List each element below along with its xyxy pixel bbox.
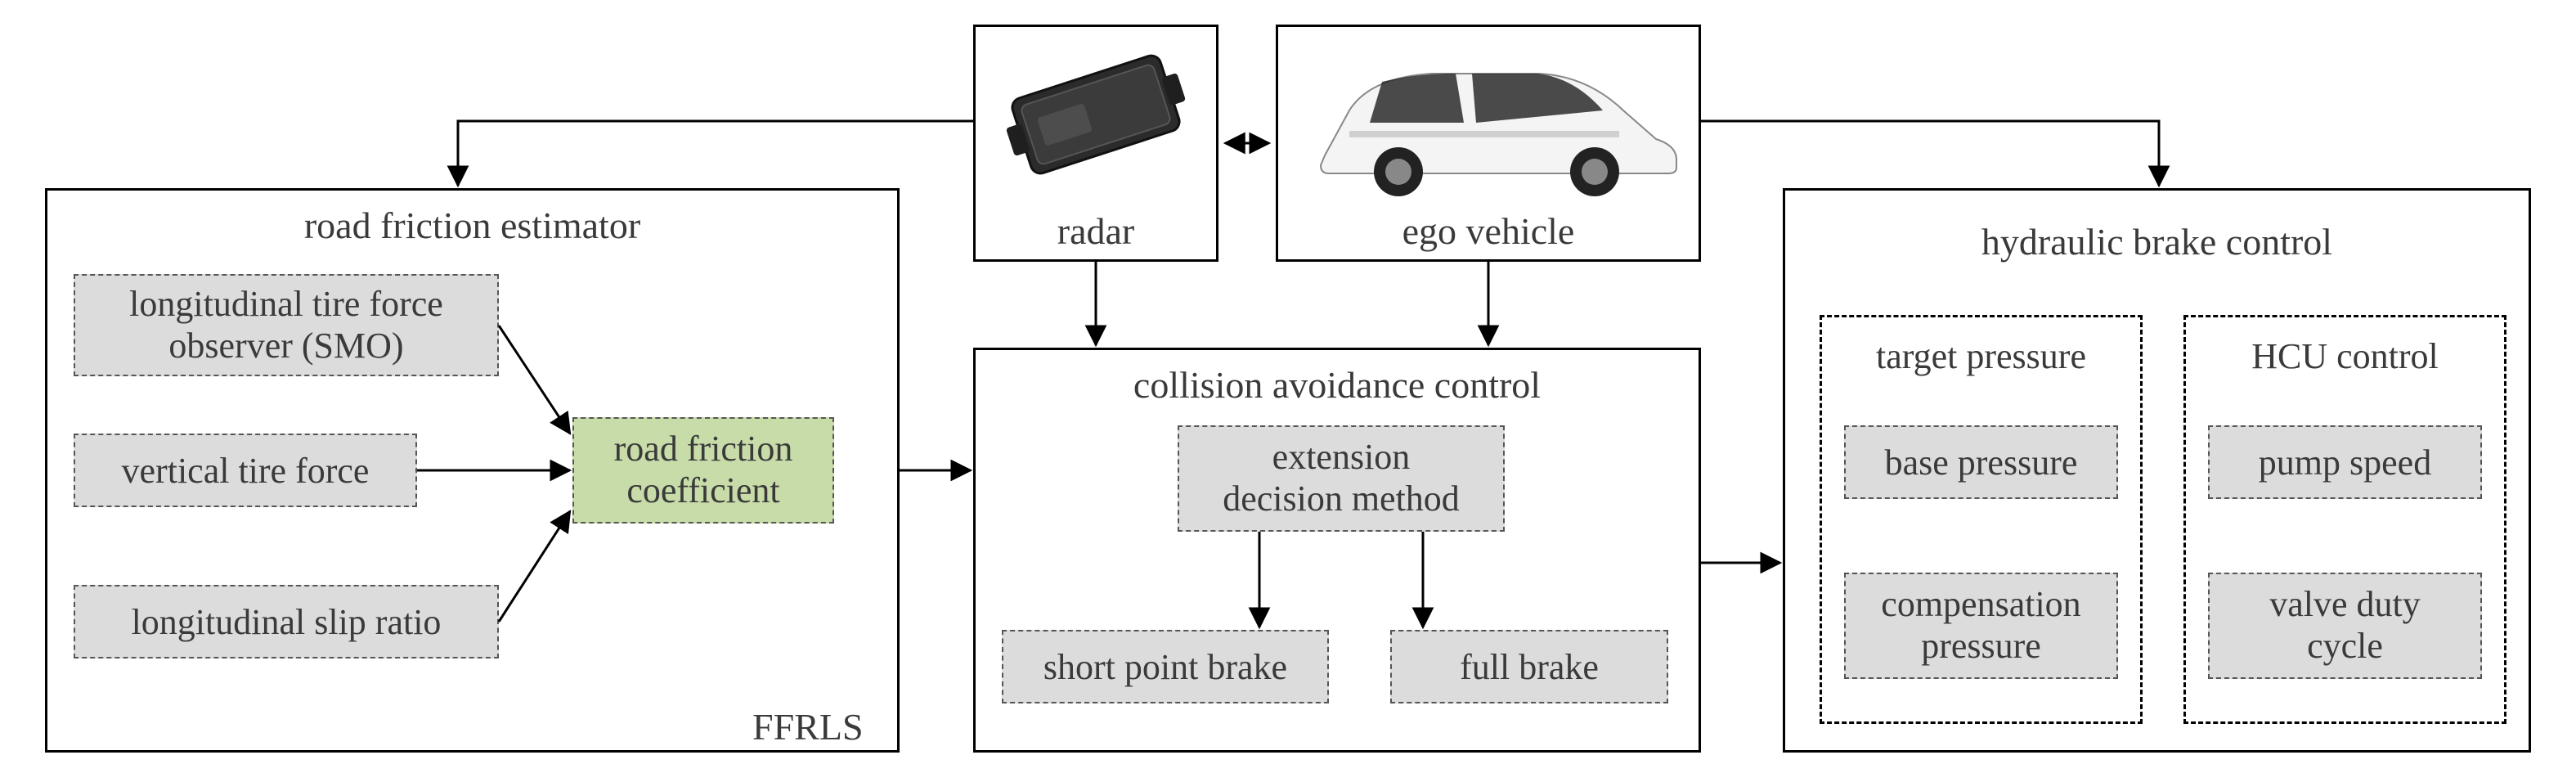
ego-vehicle-label: ego vehicle [1276,206,1701,255]
radar-icon [990,37,1202,192]
chip-vtf: vertical tire force [74,434,417,507]
chip-rfc: road friction coefficient [572,417,834,524]
radar-label: radar [973,206,1218,255]
chip-lsr: longitudinal slip ratio [74,585,499,658]
hbc-title: hydraulic brake control [1783,213,2531,270]
ffrls-label: FFRLS [752,705,864,748]
chip-pump-speed: pump speed [2208,425,2482,499]
car-icon [1292,33,1685,196]
diagram-stage: radar ego vehicle road friction estimato… [0,0,2576,782]
cac-title: collision avoidance control [973,356,1701,413]
chip-full-brake: full brake [1390,630,1668,703]
chip-base-pressure: base pressure [1844,425,2118,499]
target-pressure-title: target pressure [1820,327,2143,384]
chip-edm: extension decision method [1178,425,1505,532]
hcu-control-title: HCU control [2183,327,2506,384]
chip-valve-duty: valve duty cycle [2208,573,2482,679]
chip-ltfo: longitudinal tire force observer (SMO) [74,274,499,376]
chip-short-brake: short point brake [1002,630,1329,703]
rfe-title: road friction estimator [45,196,900,254]
chip-comp-pressure: compensation pressure [1844,573,2118,679]
